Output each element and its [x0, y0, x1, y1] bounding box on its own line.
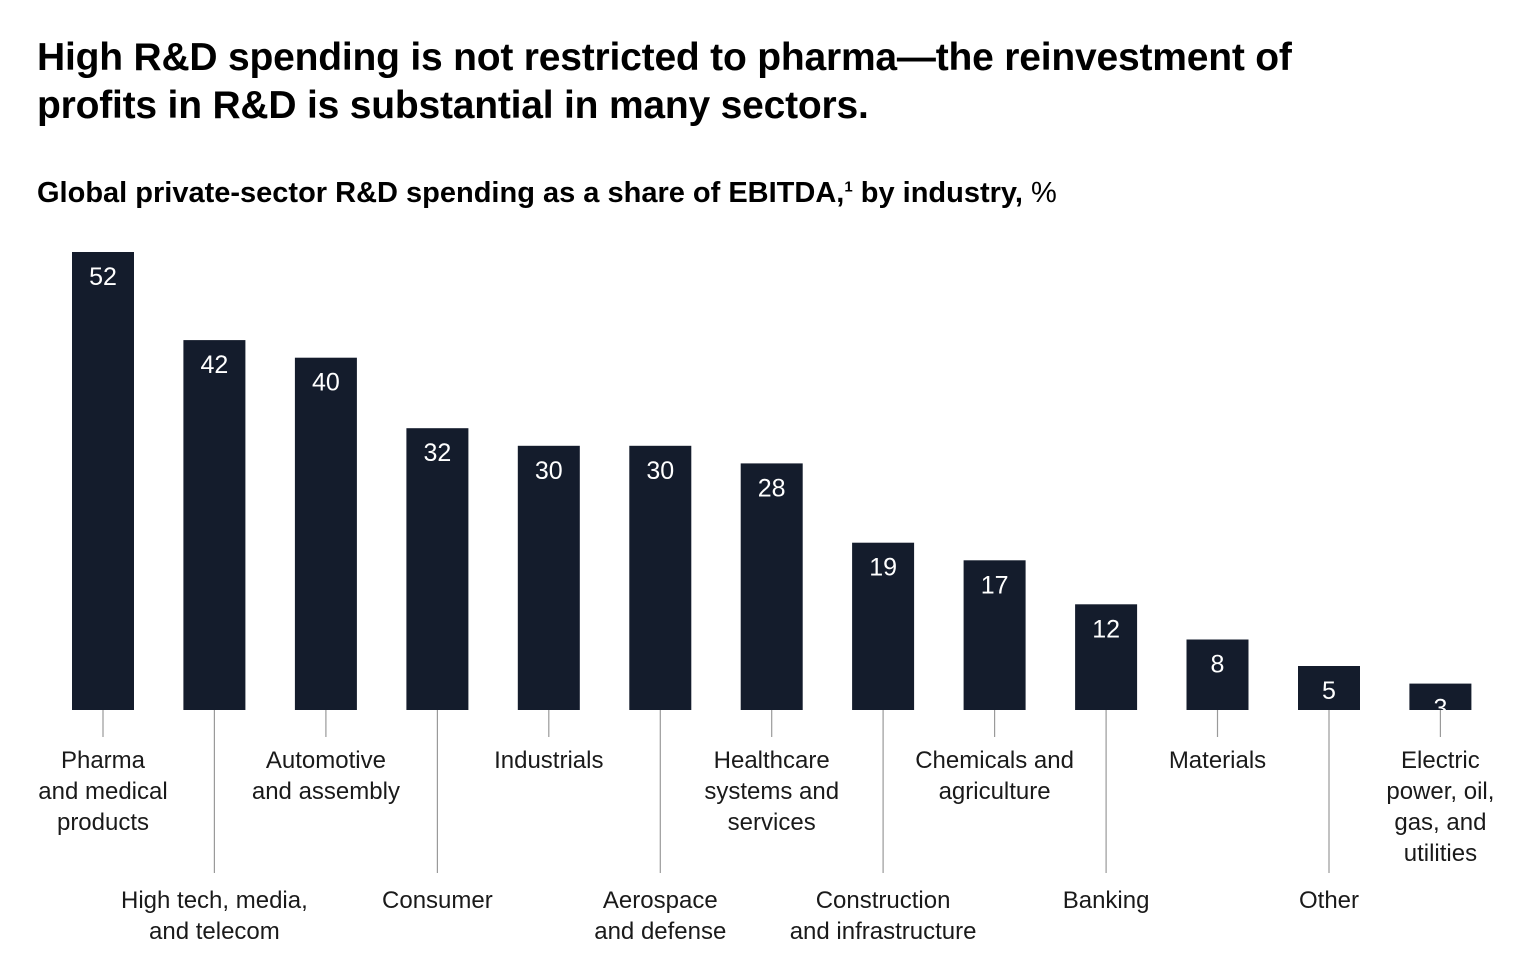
bar-value-label: 42 [200, 351, 228, 379]
bar [183, 340, 246, 710]
bar-value-label: 8 [1211, 651, 1225, 679]
bar [852, 542, 915, 710]
subtitle-unit: % [1031, 177, 1057, 209]
bar-value-label: 40 [312, 369, 340, 397]
bar [1075, 604, 1138, 710]
bar-value-label: 12 [1092, 615, 1120, 643]
bar-value-label: 3 [1433, 695, 1447, 723]
bar [740, 463, 803, 710]
bar-value-label: 30 [535, 457, 563, 485]
bar-value-label: 19 [869, 554, 897, 582]
bar [517, 445, 580, 710]
category-label: Construction and infrastructure [790, 887, 977, 945]
bar [294, 357, 357, 710]
category-label: Consumer [382, 887, 493, 914]
category-label: Aerospace and defense [594, 887, 726, 945]
subtitle-tail: by industry, [852, 177, 1032, 209]
bar [629, 445, 692, 710]
bar [963, 560, 1026, 710]
category-label: Banking [1063, 887, 1150, 914]
category-label: High tech, media, and telecom [121, 887, 308, 945]
chart-title: High R&D spending is not restricted to p… [37, 36, 1292, 127]
bar [1409, 683, 1472, 710]
subtitle-footnote-marker: 1 [844, 178, 853, 196]
chart-subtitle: Global private-sector R&D spending as a … [37, 174, 1057, 212]
category-label: Automotive and assembly [252, 747, 400, 805]
category-label: Materials [1169, 747, 1266, 774]
bar-value-label: 30 [646, 457, 674, 485]
category-label: Healthcare systems and services [704, 747, 839, 836]
bar-value-label: 17 [981, 571, 1009, 599]
bar [1298, 666, 1360, 710]
category-label: Chemicals and agriculture [915, 747, 1074, 805]
subtitle-text: Global private-sector R&D spending as a … [37, 177, 845, 209]
bar [406, 428, 469, 710]
bar [72, 252, 134, 710]
category-label: Industrials [494, 747, 603, 774]
bar-value-label: 52 [89, 263, 117, 291]
category-label: Electric power, oil, gas, and utilities [1386, 747, 1494, 867]
bar [1186, 639, 1249, 710]
category-label: Pharma and medical products [38, 747, 167, 836]
bar-value-label: 28 [758, 474, 786, 502]
bar-value-label: 32 [423, 439, 451, 467]
bar-value-label: 5 [1322, 677, 1336, 705]
category-label: Other [1299, 887, 1359, 914]
